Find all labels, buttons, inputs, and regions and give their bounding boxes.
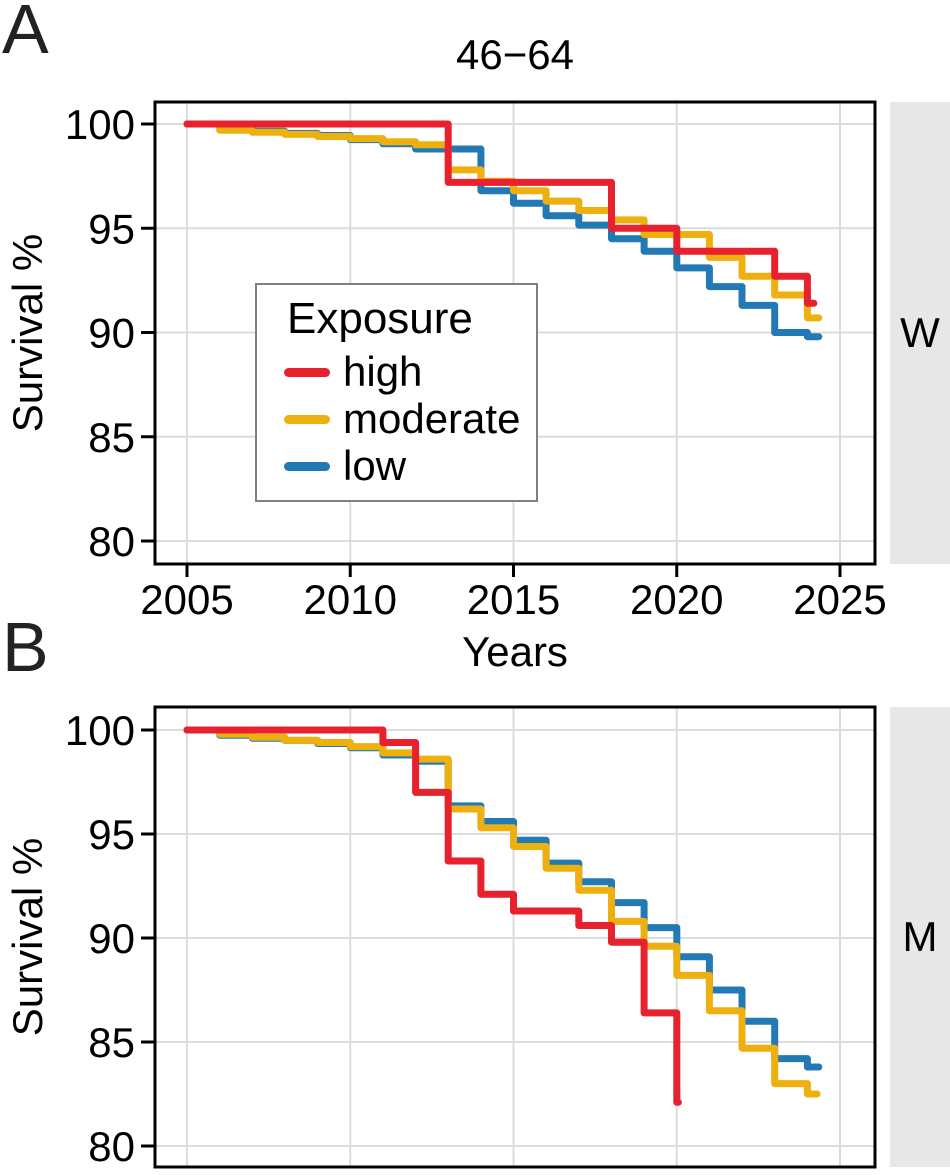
- legend-swatch-moderate: [284, 414, 330, 424]
- x-tick-label: 2015: [467, 576, 560, 623]
- legend-title: Exposure: [287, 294, 473, 343]
- x-tick-label: 2005: [140, 576, 233, 623]
- axis-ticks: [141, 728, 155, 1148]
- panel-b-letter: B: [2, 608, 49, 686]
- legend-label-low: low: [343, 442, 407, 490]
- panel-a-title: 46−64: [456, 31, 574, 78]
- x-tick-label: 2025: [793, 576, 886, 623]
- legend-swatch-high: [284, 367, 330, 377]
- x-axis-title: Years: [462, 628, 568, 675]
- y-tick-label: 90: [88, 915, 135, 962]
- y-tick-label: 80: [88, 1123, 135, 1170]
- panel-b-strip-label: M: [902, 913, 938, 960]
- legend-label-high: high: [343, 348, 423, 396]
- legend-item-high: high: [284, 349, 536, 395]
- axis-ticks: [141, 122, 842, 577]
- series-low-line: [183, 726, 823, 1071]
- x-tick-label: 2010: [304, 576, 397, 623]
- legend-label-moderate: moderate: [343, 395, 521, 443]
- legend: Exposure high moderate low: [255, 283, 538, 502]
- y-tick-label: 95: [88, 205, 135, 252]
- series-high-line: [183, 726, 682, 1106]
- panel-b-facet-strip: M: [890, 707, 950, 1167]
- y-tick-label: 90: [88, 310, 135, 357]
- panel-b-plot: 100 95 90 85 80: [65, 705, 877, 1170]
- panel-a-letter: A: [2, 0, 49, 68]
- y-tick-label: 85: [88, 414, 135, 461]
- y-tick-label: 100: [65, 707, 135, 754]
- legend-item-low: low: [284, 443, 536, 489]
- panel-a-facet-strip: W: [890, 102, 950, 564]
- series-moderate-line: [183, 726, 821, 1098]
- y-tick-label: 80: [88, 518, 135, 565]
- legend-swatch-low: [284, 461, 330, 471]
- legend-item-moderate: moderate: [284, 396, 536, 442]
- panel-a-strip-label: W: [900, 309, 940, 356]
- series-high-line: [183, 120, 818, 307]
- y-tick-label: 100: [65, 101, 135, 148]
- x-tick-label: 2020: [630, 576, 723, 623]
- gridlines: [155, 707, 875, 1167]
- y-tick-label: 85: [88, 1019, 135, 1066]
- y-tick-label: 95: [88, 811, 135, 858]
